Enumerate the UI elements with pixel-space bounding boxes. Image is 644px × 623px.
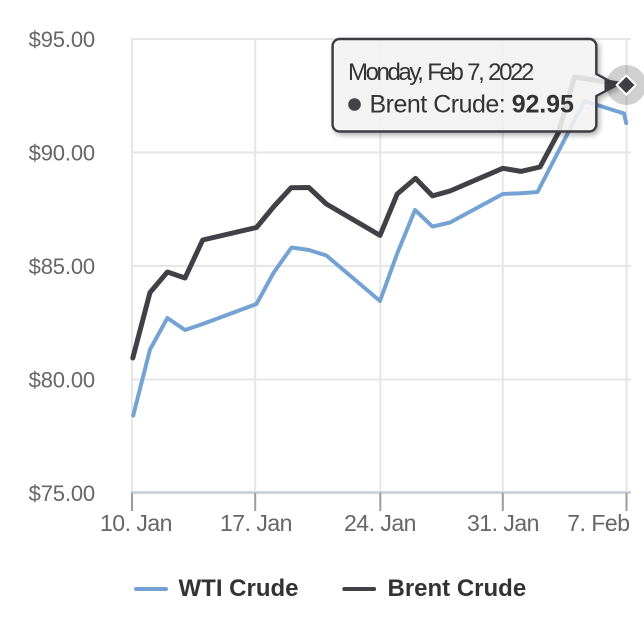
svg-text:$85.00: $85.00 xyxy=(29,254,95,279)
svg-text:10. Jan: 10. Jan xyxy=(100,510,172,536)
svg-text:Brent Crude: 92.95: Brent Crude: 92.95 xyxy=(370,91,574,119)
svg-text:31. Jan: 31. Jan xyxy=(467,510,539,536)
svg-text:WTI Crude: WTI Crude xyxy=(179,575,299,602)
svg-text:$90.00: $90.00 xyxy=(29,141,95,166)
svg-text:$80.00: $80.00 xyxy=(29,368,95,393)
svg-text:24. Jan: 24. Jan xyxy=(344,510,416,536)
svg-text:Brent Crude: Brent Crude xyxy=(388,575,527,602)
svg-text:$75.00: $75.00 xyxy=(29,481,95,506)
svg-text:7. Feb: 7. Feb xyxy=(567,510,629,536)
svg-text:Monday, Feb 7, 2022: Monday, Feb 7, 2022 xyxy=(348,59,534,86)
svg-text:17. Jan: 17. Jan xyxy=(220,510,292,536)
svg-text:$95.00: $95.00 xyxy=(29,27,95,52)
